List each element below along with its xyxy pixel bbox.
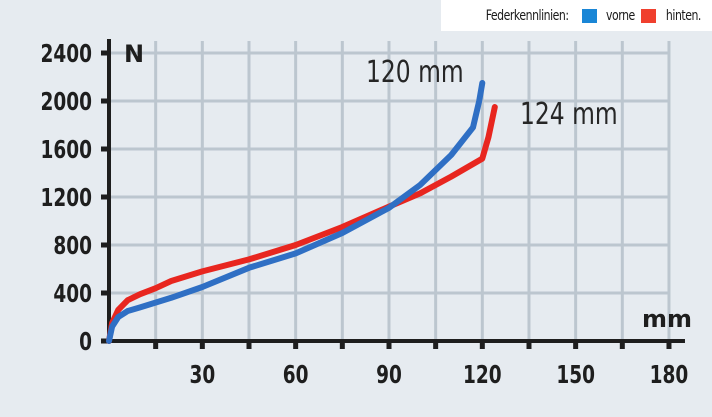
legend-swatch-front xyxy=(582,8,598,23)
legend-title: Federkennlinien: xyxy=(485,7,569,24)
data-series xyxy=(106,80,498,344)
legend-label-rear: hinten. xyxy=(666,7,702,24)
x-tick-label: 90 xyxy=(376,361,402,389)
y-tick-label: 400 xyxy=(53,280,92,308)
chart-legend: Federkennlinien: vorne hinten. xyxy=(441,0,712,31)
x-tick-label: 180 xyxy=(650,361,689,389)
x-axis-label: mm xyxy=(642,305,692,333)
x-tick-label: 30 xyxy=(189,361,215,389)
tick-labels: 0 400 800 1200 1600 2000 2400 30 60 90 120 150 180 xyxy=(41,40,689,389)
annotation-rear-travel: 124 mm xyxy=(520,97,618,132)
y-tick-label: 2400 xyxy=(41,40,92,68)
series-line-vorne xyxy=(106,80,486,344)
x-tick-label: 120 xyxy=(463,361,502,389)
annotation-front-travel: 120 mm xyxy=(366,55,464,90)
y-tick-label: 1600 xyxy=(41,136,92,164)
legend-label-front: vorne xyxy=(606,7,636,24)
y-tick-label: 0 xyxy=(79,328,92,356)
series-line-hinten xyxy=(106,104,498,344)
grid-lines xyxy=(109,41,671,341)
axes xyxy=(101,39,685,349)
x-tick-label: 60 xyxy=(283,361,309,389)
y-tick-label: 2000 xyxy=(41,88,92,116)
x-tick-label: 150 xyxy=(556,361,595,389)
legend-swatch-rear xyxy=(641,8,657,23)
y-tick-label: 800 xyxy=(53,232,92,260)
y-tick-label: 1200 xyxy=(41,184,92,212)
y-axis-label: N xyxy=(124,40,144,68)
